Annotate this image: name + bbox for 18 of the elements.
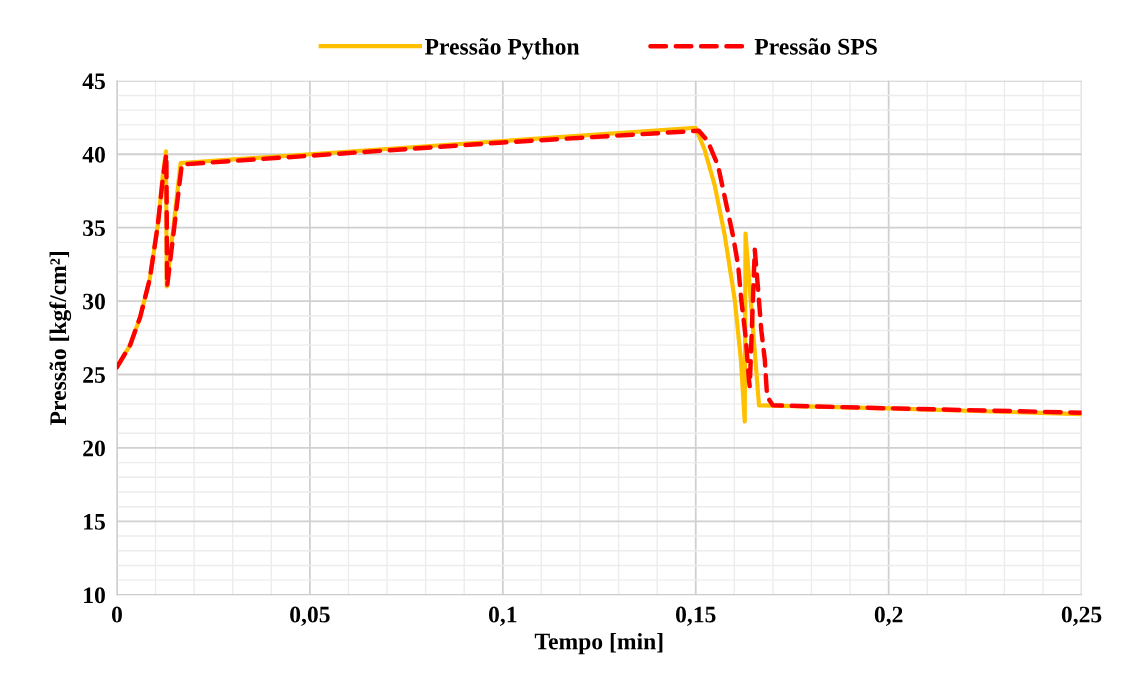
x-axis-title: Tempo [min] [534, 632, 663, 655]
y-tick-label: 45 [82, 73, 105, 90]
y-tick-label: 15 [84, 513, 105, 530]
x-tick-label: 0 [111, 606, 122, 623]
x-tick-label: 0,2 [874, 606, 903, 626]
legend-label: Pressão Python [424, 38, 580, 60]
x-tick-label: 0,25 [1061, 606, 1102, 626]
x-tick-label: 0,05 [290, 606, 330, 626]
x-tick-label: 0,15 [675, 606, 716, 626]
y-tick-label: 30 [83, 293, 105, 310]
y-tick-label: 40 [82, 146, 105, 163]
x-tick-label: 0,1 [488, 606, 517, 626]
y-tick-label: 25 [83, 367, 105, 383]
y-tick-label: 35 [83, 220, 105, 237]
y-axis-title: Pressão [kgf/cm²] [49, 251, 72, 425]
y-tick-label: 10 [84, 587, 105, 604]
y-tick-label: 20 [83, 440, 105, 457]
legend-label: Pressão SPS [754, 38, 877, 55]
